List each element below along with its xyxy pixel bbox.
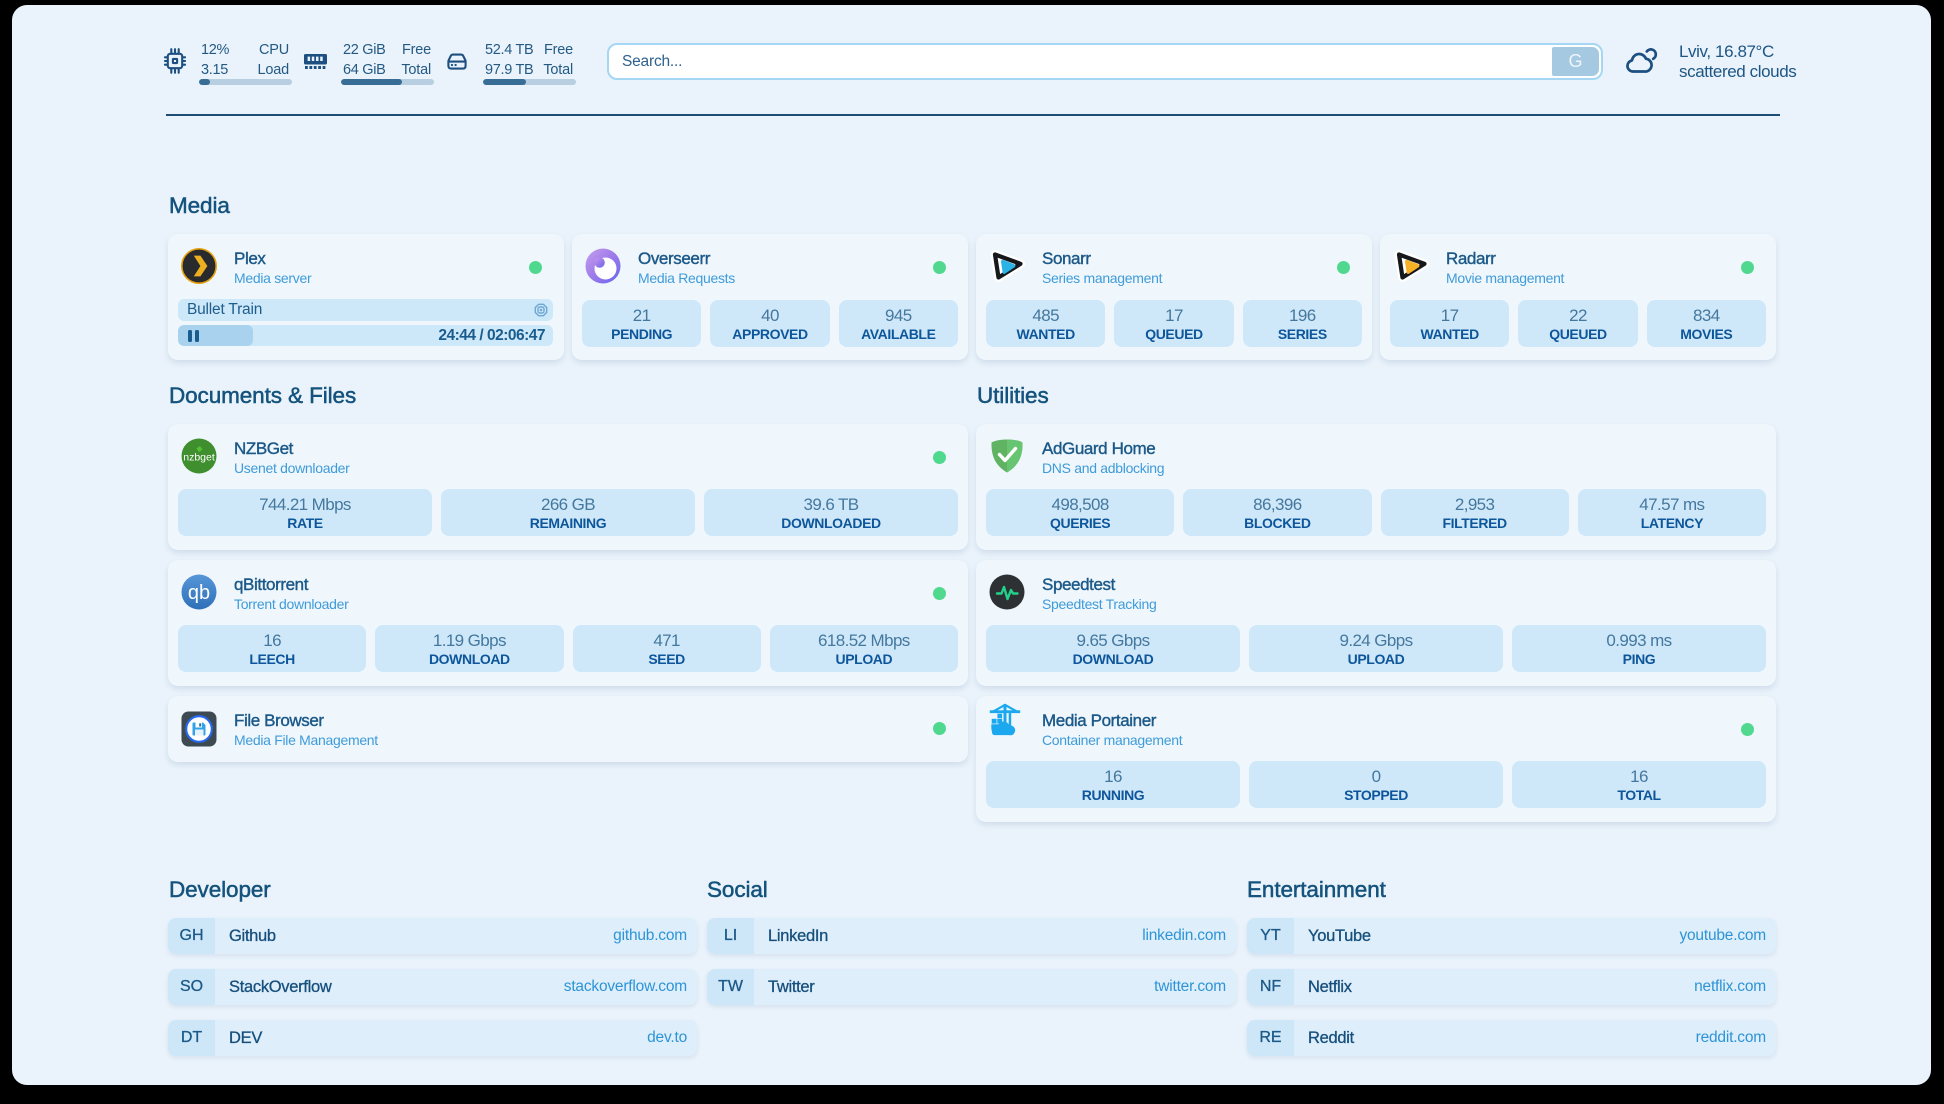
svg-text:qb: qb <box>188 582 210 604</box>
svg-text:nzbget: nzbget <box>183 452 215 464</box>
